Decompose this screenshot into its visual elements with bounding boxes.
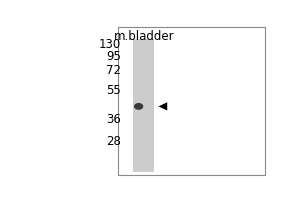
Text: 130: 130 — [99, 38, 121, 51]
Text: 72: 72 — [106, 64, 121, 77]
Bar — [133, 39, 154, 172]
Text: 28: 28 — [106, 135, 121, 148]
Text: m.bladder: m.bladder — [114, 30, 175, 43]
Text: 55: 55 — [106, 84, 121, 97]
Text: 95: 95 — [106, 50, 121, 63]
Polygon shape — [158, 102, 167, 110]
Ellipse shape — [134, 103, 143, 110]
Text: 36: 36 — [106, 113, 121, 126]
Bar — [118, 27, 265, 175]
